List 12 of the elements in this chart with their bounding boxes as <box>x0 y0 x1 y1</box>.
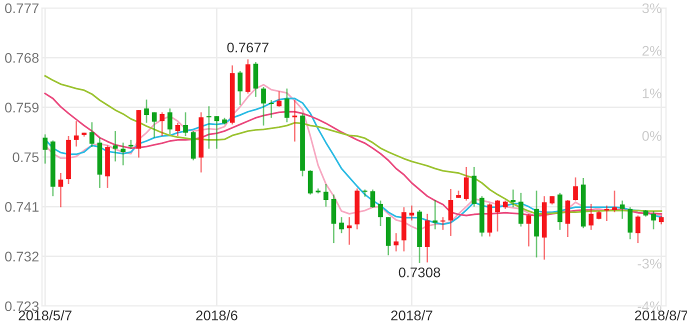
x-tick-label: 2018/7 <box>391 310 432 320</box>
annotation: 0.7677 <box>227 42 268 52</box>
y-tick-label: 0.777 <box>5 3 39 14</box>
y-tick-label: 0.759 <box>5 102 39 113</box>
y-tick-label: 0.723 <box>5 301 39 312</box>
x-tick-label: 2018/6 <box>196 310 238 320</box>
y-tick-label: 0.741 <box>5 202 39 212</box>
y-tick-label: 0.75 <box>12 152 39 162</box>
y-tick-label: 0.732 <box>5 252 39 262</box>
y-tick-label: 0.768 <box>5 53 39 63</box>
annotation: 0.7308 <box>398 267 440 278</box>
x-tick-label: 2018/5/7 <box>18 310 72 320</box>
